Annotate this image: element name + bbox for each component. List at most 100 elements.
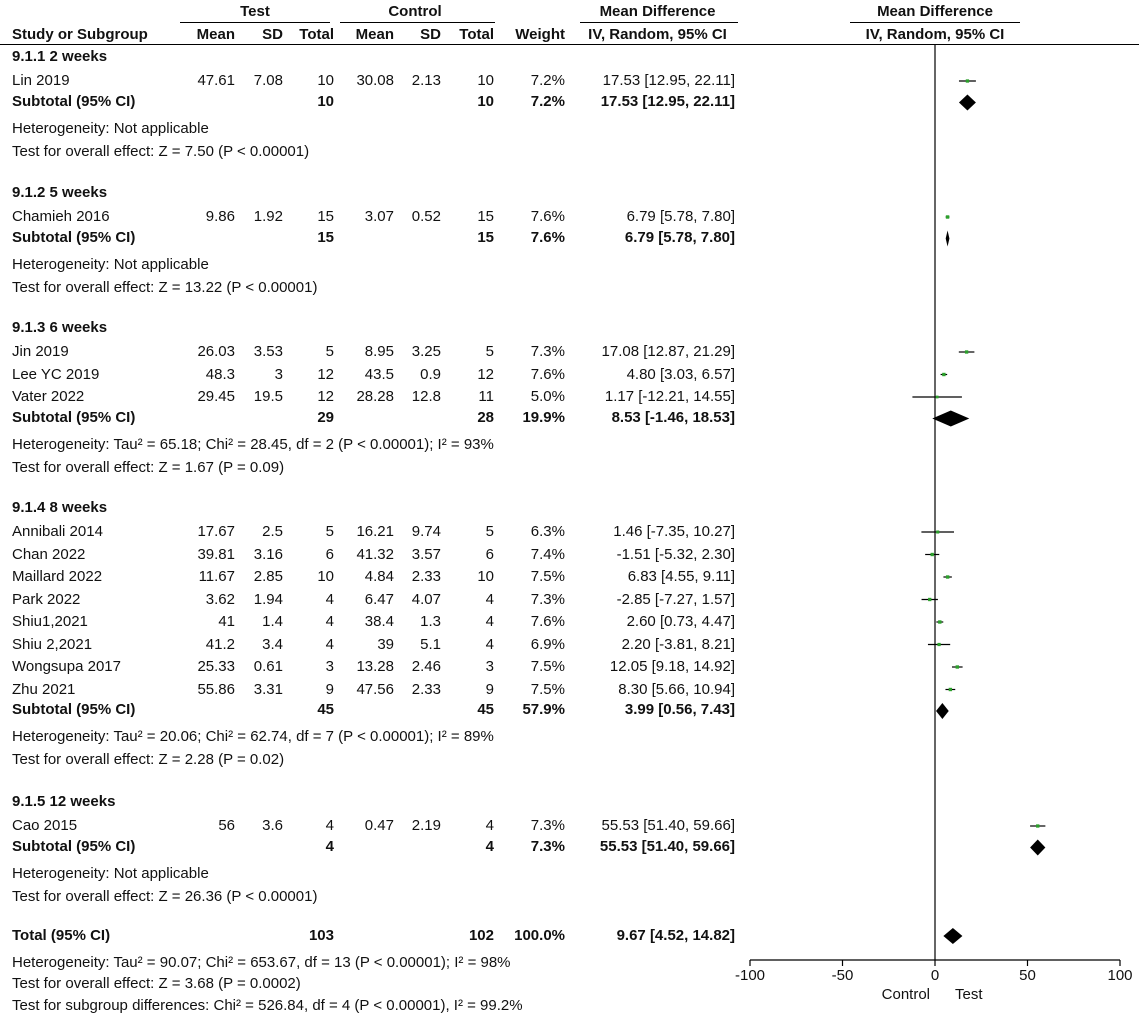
header-weight: Weight (515, 26, 565, 43)
heterogeneity-text: Heterogeneity: Tau² = 65.18; Chi² = 28.4… (12, 435, 494, 453)
study-ci: 17.53 [12.95, 22.11] (602, 72, 735, 89)
test-total: 3 (325, 658, 334, 675)
subgroup-title: 9.1.2 5 weeks (12, 184, 108, 201)
study-point-estimate (938, 620, 942, 624)
test-mean: 26.03 (197, 343, 235, 360)
study-name: Annibali 2014 (12, 523, 103, 540)
test-mean: 17.67 (197, 523, 235, 540)
test-sd: 1.92 (253, 208, 283, 225)
test-mean: 56 (218, 817, 235, 834)
total-label: Total (95% CI) (12, 927, 111, 944)
study-point-estimate (945, 215, 950, 219)
control-mean: 43.5 (364, 365, 394, 383)
control-total: 5 (485, 523, 494, 540)
study-point-estimate (955, 665, 959, 669)
control-sd: 2.33 (411, 680, 441, 698)
test-sd: 3.4 (262, 635, 283, 653)
control-total: 12 (477, 365, 494, 383)
header-control-sd: SD (420, 26, 441, 43)
study-point-estimate (945, 575, 950, 579)
study-name: Lin 2019 (12, 72, 70, 89)
subtotal-test-total: 15 (317, 228, 334, 246)
test-sd: 7.08 (253, 72, 283, 89)
study-weight: 6.9% (530, 635, 565, 653)
study-point-estimate (936, 530, 940, 534)
control-total: 10 (477, 568, 494, 585)
study-point-estimate (965, 79, 970, 83)
test-total: 4 (325, 635, 334, 653)
subtotal-diamond (932, 410, 970, 427)
subgroup-title: 9.1.4 8 weeks (12, 499, 108, 516)
test-total: 12 (317, 388, 334, 405)
header-method-left: IV, Random, 95% CI (588, 26, 727, 43)
study-ci: 12.05 [9.18, 14.92] (609, 658, 735, 675)
header-method-right: IV, Random, 95% CI (865, 26, 1005, 43)
study-point-estimate (928, 597, 932, 602)
subtotal-diamond (945, 230, 950, 247)
subtotal-control-total: 4 (485, 837, 494, 855)
subtotal-ci: 17.53 [12.95, 22.11] (600, 92, 735, 110)
overall-effect-text: Test for overall effect: Z = 2.28 (P = 0… (12, 751, 285, 768)
study-point-estimate (930, 552, 934, 557)
study-name: Shiu1,2021 (12, 613, 88, 630)
test-mean: 3.62 (205, 590, 235, 608)
control-sd: 0.52 (411, 208, 441, 225)
study-name: Zhu 2021 (12, 680, 76, 698)
test-mean: 9.86 (205, 208, 235, 225)
heterogeneity-text: Heterogeneity: Not applicable (12, 255, 209, 273)
study-point-estimate (937, 642, 941, 647)
total-test-n: 103 (308, 927, 334, 944)
subtotal-test-total: 10 (317, 92, 334, 110)
test-mean: 47.61 (197, 72, 235, 89)
study-weight: 7.2% (530, 72, 565, 89)
subtotal-test-total: 4 (325, 837, 334, 855)
study-weight: 5.0% (530, 388, 565, 405)
test-sd: 1.4 (262, 613, 283, 630)
header-rule (340, 22, 495, 23)
control-mean: 41.32 (356, 545, 394, 563)
study-ci: -2.85 [-7.27, 1.57] (616, 590, 735, 608)
study-point-estimate (935, 395, 939, 399)
test-mean: 41.2 (205, 635, 235, 653)
total-overall-effect: Test for overall effect: Z = 3.68 (P = 0… (12, 975, 301, 992)
test-total: 5 (325, 343, 334, 360)
total-ci: 9.67 [4.52, 14.82] (616, 927, 735, 944)
heterogeneity-text: Heterogeneity: Not applicable (12, 119, 209, 137)
subtotal-test-total: 45 (317, 701, 334, 718)
header-md-left: Mean Difference (599, 3, 716, 20)
test-sd: 3.53 (253, 343, 283, 360)
control-total: 4 (485, 817, 494, 834)
test-total: 10 (317, 568, 334, 585)
study-weight: 7.3% (530, 343, 565, 360)
control-mean: 16.21 (356, 523, 394, 540)
study-ci: 2.60 [0.73, 4.47] (626, 613, 735, 630)
test-total: 6 (325, 545, 334, 563)
subtotal-label: Subtotal (95% CI) (12, 228, 136, 246)
subtotal-label: Subtotal (95% CI) (12, 701, 136, 718)
control-mean: 0.47 (364, 817, 394, 834)
control-total: 5 (485, 343, 494, 360)
test-mean: 48.3 (205, 365, 235, 383)
header-rule (0, 44, 1139, 45)
study-point-estimate (1036, 824, 1040, 828)
total-control-n: 102 (468, 927, 494, 944)
control-sd: 1.3 (420, 613, 441, 630)
subtotal-ci: 3.99 [0.56, 7.43] (624, 701, 735, 718)
study-name: Chan 2022 (12, 545, 86, 563)
subtotal-diamond (936, 703, 949, 719)
total-heterogeneity: Heterogeneity: Tau² = 90.07; Chi² = 653.… (12, 954, 511, 971)
header-rule (180, 22, 330, 23)
subtotal-label: Subtotal (95% CI) (12, 92, 136, 110)
test-sd: 3 (274, 365, 283, 383)
study-name: Lee YC 2019 (12, 365, 100, 383)
study-ci: 1.17 [-12.21, 14.55] (604, 388, 735, 405)
test-total: 10 (317, 72, 334, 89)
study-weight: 7.5% (530, 658, 565, 675)
control-mean: 13.28 (356, 658, 394, 675)
study-ci: 2.20 [-3.81, 8.21] (621, 635, 735, 653)
test-mean: 29.45 (197, 388, 235, 405)
control-total: 4 (485, 613, 494, 630)
control-total: 3 (485, 658, 494, 675)
test-total: 12 (317, 365, 334, 383)
test-sd: 0.61 (253, 658, 283, 675)
